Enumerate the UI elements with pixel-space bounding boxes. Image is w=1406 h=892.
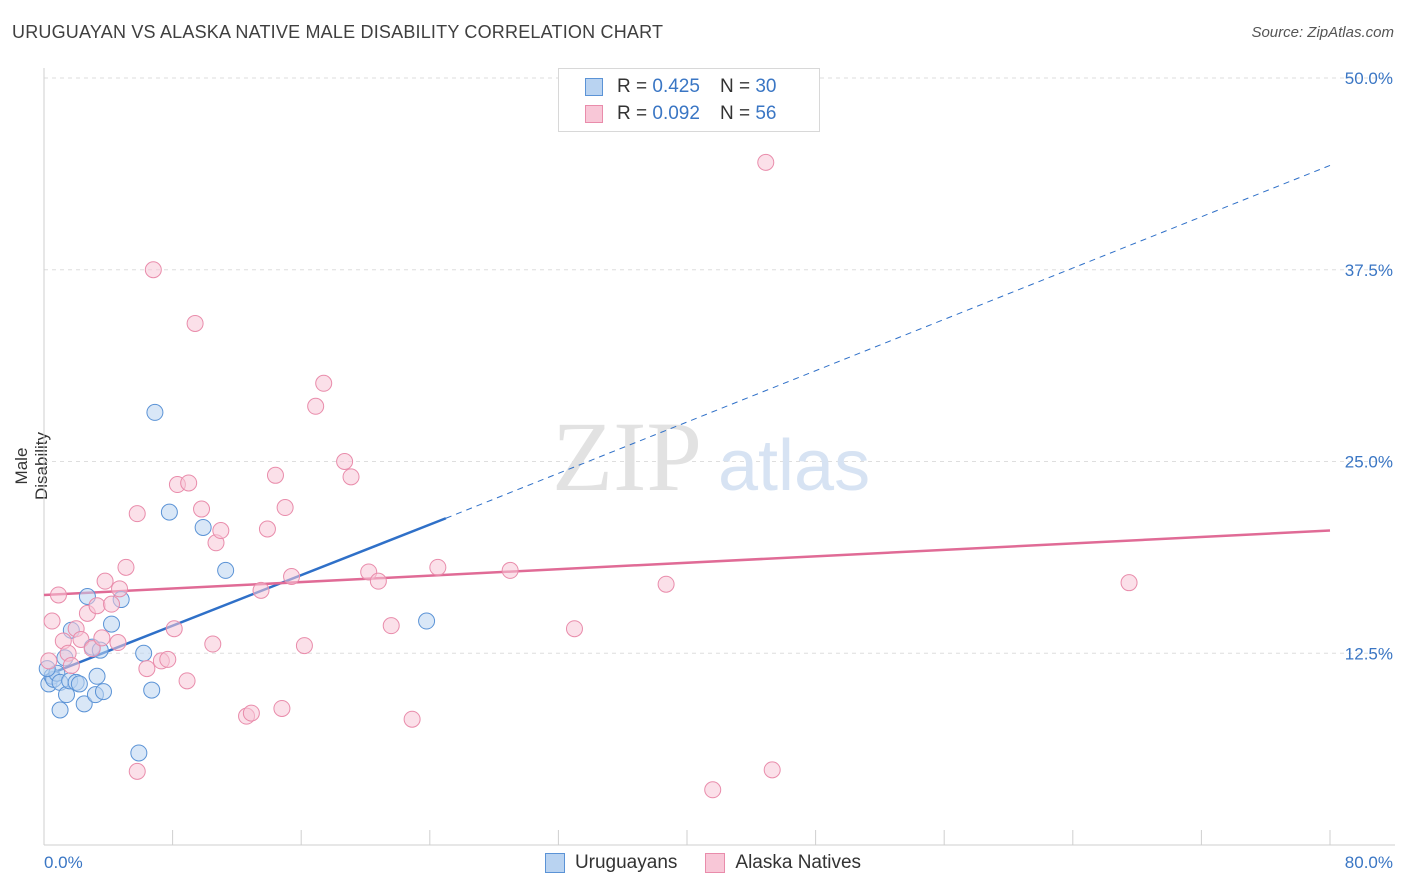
- watermark-zip: ZIP: [552, 401, 702, 512]
- alaska-native-point: [138, 660, 156, 678]
- alaska-native-point: [283, 568, 301, 586]
- alaska-native-point: [757, 153, 775, 171]
- x-tick-label-max: 80.0%: [1345, 853, 1393, 872]
- legend-item-alaska-natives[interactable]: Alaska Natives: [705, 852, 861, 874]
- uruguayan-point: [103, 615, 121, 633]
- trend-line-extension: [445, 164, 1331, 519]
- alaska-native-point: [144, 261, 162, 279]
- alaska-native-point: [103, 595, 121, 613]
- alaska-native-point: [242, 704, 260, 722]
- alaska-native-point: [159, 650, 177, 668]
- y-tick-label: 50.0%: [1345, 69, 1393, 88]
- uruguayan-point: [194, 518, 212, 536]
- alaska-native-point: [62, 657, 80, 675]
- alaska-native-point: [403, 710, 421, 728]
- uruguayan-point: [88, 667, 106, 685]
- alaska-native-point: [763, 761, 781, 779]
- alaska-native-point: [193, 500, 211, 518]
- legend-item-uruguayans[interactable]: Uruguayans: [544, 852, 678, 874]
- uruguayan-point: [51, 701, 69, 719]
- grid-lines: [44, 77, 1395, 654]
- legend-swatch-uruguayans: [544, 853, 565, 873]
- alaska-native-point: [72, 630, 90, 648]
- y-tick-label: 37.5%: [1345, 261, 1393, 280]
- alaska-native-point: [43, 612, 61, 630]
- uruguayan-point: [418, 612, 436, 630]
- alaska-native-point: [83, 640, 101, 658]
- alaska-native-point: [204, 635, 222, 653]
- uruguayan-point: [135, 644, 153, 662]
- alaska-native-point: [109, 634, 127, 652]
- x-axis-ticks: [172, 830, 1331, 845]
- legend-r-value: 0.425: [652, 76, 700, 97]
- legend-r-value: 0.092: [652, 103, 700, 124]
- alaska-native-point: [382, 617, 400, 635]
- data-points: [38, 153, 1138, 799]
- alaska-native-point: [40, 652, 58, 670]
- legend-r-label: R =: [617, 76, 648, 97]
- alaska-native-point: [88, 597, 106, 615]
- alaska-native-point: [295, 637, 313, 655]
- alaska-native-point: [276, 499, 294, 517]
- alaska-native-point: [565, 620, 583, 638]
- alaska-native-point: [1120, 574, 1138, 592]
- alaska-native-point: [307, 397, 325, 415]
- legend-swatch-alaska-natives: [585, 105, 603, 123]
- legend-n-label: N =: [719, 76, 751, 97]
- alaska-native-point: [128, 762, 146, 780]
- uruguayan-point: [217, 561, 235, 579]
- chart-source: Source: ZipAtlas.com: [1251, 24, 1394, 41]
- uruguayan-point: [70, 675, 88, 693]
- alaska-native-point: [96, 572, 114, 590]
- uruguayan-point: [143, 681, 161, 699]
- alaska-native-point: [258, 520, 276, 538]
- legend-row-alaska-natives: R = 0.092 N = 56: [585, 102, 776, 126]
- alaska-native-point: [180, 474, 198, 492]
- alaska-native-point: [342, 468, 360, 486]
- watermark-atlas: atlas: [718, 426, 870, 506]
- alaska-native-point: [336, 453, 354, 470]
- x-tick-label-min: 0.0%: [44, 853, 83, 872]
- uruguayan-point: [94, 683, 112, 701]
- legend-n-value: 56: [755, 103, 777, 124]
- uruguayan-point: [75, 695, 93, 713]
- y-tick-labels: 12.5% 25.0% 37.5% 50.0%: [1345, 69, 1393, 663]
- alaska-native-point: [657, 575, 675, 593]
- legend-n-value: 30: [755, 76, 777, 97]
- legend-label-alaska-natives: Alaska Natives: [735, 852, 862, 873]
- alaska-native-point: [266, 466, 284, 484]
- legend-label-uruguayans: Uruguayans: [574, 852, 678, 873]
- chart-title: URUGUAYAN VS ALASKA NATIVE MALE DISABILI…: [12, 22, 664, 42]
- alaska-native-point: [128, 505, 146, 523]
- alaska-native-point: [49, 586, 67, 604]
- alaska-native-point: [501, 561, 519, 579]
- legend-swatch-alaska-natives: [705, 853, 726, 873]
- series-legend: Uruguayans Alaska Natives: [0, 852, 1406, 874]
- alaska-native-point: [429, 558, 447, 576]
- uruguayan-point: [146, 403, 164, 421]
- alaska-native-point: [93, 629, 111, 647]
- alaska-native-point: [111, 580, 129, 598]
- alaska-native-point: [186, 314, 204, 332]
- stats-legend: R = 0.425 N = 30 R = 0.092 N = 56: [558, 68, 820, 132]
- uruguayan-point: [130, 744, 148, 762]
- legend-row-uruguayans: R = 0.425 N = 30: [585, 75, 776, 99]
- uruguayan-point: [160, 503, 178, 521]
- legend-n-label: N =: [719, 103, 751, 124]
- alaska-native-point: [178, 672, 196, 690]
- legend-r-label: R =: [617, 103, 648, 124]
- alaska-native-point: [273, 699, 291, 717]
- alaska-native-point: [165, 620, 183, 638]
- alaska-native-point: [252, 581, 270, 599]
- trend-line-uruguayans: [43, 517, 447, 678]
- alaska-native-point: [117, 558, 135, 576]
- alaska-native-point: [369, 572, 387, 590]
- legend-swatch-uruguayans: [585, 78, 603, 96]
- alaska-native-point: [704, 781, 722, 799]
- alaska-native-point: [315, 374, 333, 392]
- alaska-native-point: [212, 522, 230, 540]
- y-tick-label: 25.0%: [1345, 453, 1393, 472]
- y-tick-label: 12.5%: [1345, 644, 1393, 663]
